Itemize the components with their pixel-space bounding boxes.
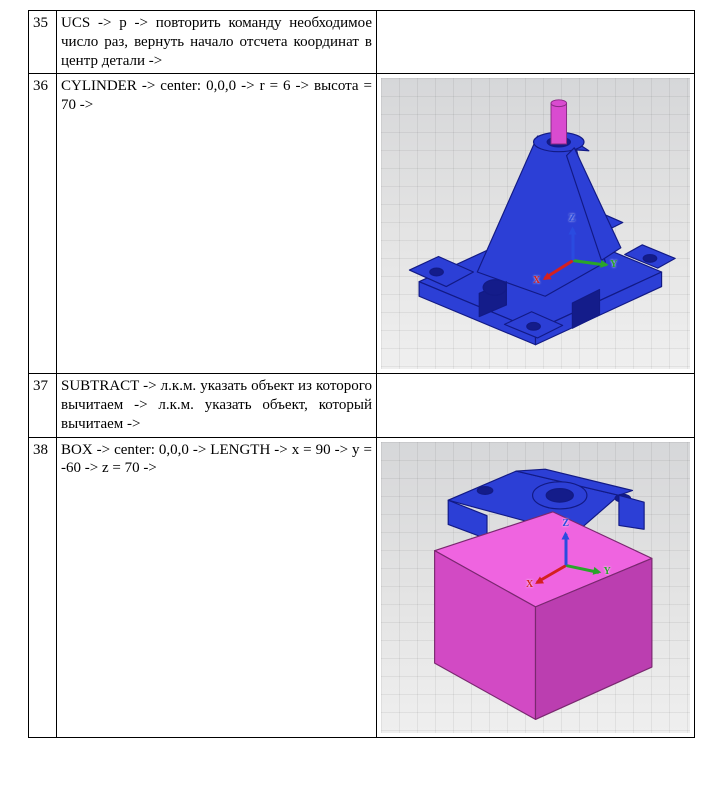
step-number: 38	[29, 437, 57, 737]
step-text: CYLINDER -> center: 0,0,0 -> r = 6 -> вы…	[57, 74, 377, 374]
table-row: 35 UCS -> p -> повторить команду необход…	[29, 11, 695, 74]
y-axis-label: Y	[603, 566, 610, 579]
step-text: UCS -> p -> повторить команду необходимо…	[57, 11, 377, 74]
step-image-cell: X Y Z	[377, 437, 695, 737]
steps-table: 35 UCS -> p -> повторить команду необход…	[28, 10, 695, 738]
ucs-axes: XYZ	[573, 259, 574, 260]
z-axis-label: Z	[562, 518, 569, 531]
table-row: 38 BOX -> center: 0,0,0 -> LENGTH -> x =…	[29, 437, 695, 737]
z-axis	[571, 228, 574, 260]
z-axis-label: Z	[569, 213, 576, 226]
cad-box-model	[381, 442, 690, 733]
table-row: 37 SUBTRACT -> л.к.м. указать объект из …	[29, 374, 695, 437]
cad-viewport: X Y Z	[381, 78, 690, 369]
x-axis-label: X	[526, 579, 533, 592]
x-axis-label: X	[533, 275, 540, 288]
cad-part-model	[381, 78, 690, 369]
ucs-axes: XYZ	[566, 564, 567, 565]
step-number: 36	[29, 74, 57, 374]
y-axis-label: Y	[610, 259, 617, 272]
step-text: BOX -> center: 0,0,0 -> LENGTH -> x = 90…	[57, 437, 377, 737]
step-number: 37	[29, 374, 57, 437]
z-axis	[565, 533, 568, 565]
step-image-cell	[377, 11, 695, 74]
step-image-cell: X Y Z	[377, 74, 695, 374]
step-image-cell	[377, 374, 695, 437]
cad-viewport: X Y Z	[381, 442, 690, 733]
table-row: 36 CYLINDER -> center: 0,0,0 -> r = 6 ->…	[29, 74, 695, 374]
step-number: 35	[29, 11, 57, 74]
step-text: SUBTRACT -> л.к.м. указать объект из кот…	[57, 374, 377, 437]
